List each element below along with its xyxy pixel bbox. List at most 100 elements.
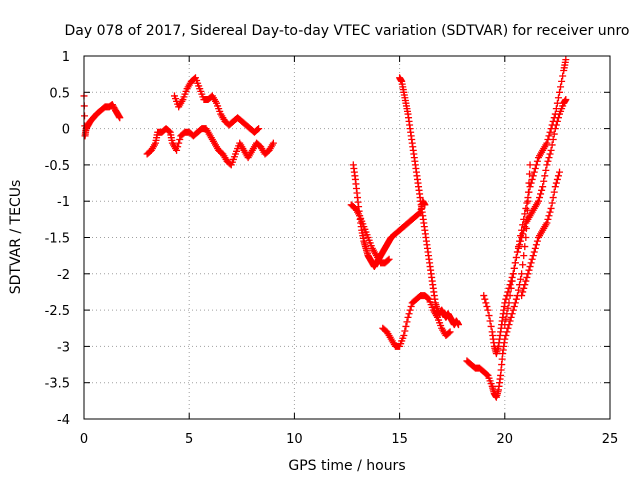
series-arc1 (80, 92, 124, 140)
data-point (549, 135, 557, 143)
data-point (548, 199, 556, 207)
data-point (543, 219, 551, 227)
data-point (525, 188, 533, 196)
series-arc10 (501, 96, 570, 329)
data-point (483, 302, 491, 310)
data-point (543, 139, 551, 147)
data-point (403, 318, 411, 326)
data-point (533, 157, 541, 165)
data-point (523, 199, 531, 207)
data-point (562, 56, 570, 64)
data-point (526, 161, 534, 169)
y-tick-label: 0.5 (49, 86, 70, 101)
y-tick-label: -2 (57, 268, 70, 283)
data-point (552, 121, 560, 129)
data-point (536, 194, 544, 202)
data-point (384, 256, 392, 264)
data-point (530, 248, 538, 256)
data-point (533, 237, 541, 245)
x-tick-label: 10 (286, 432, 303, 447)
series-arc2 (143, 125, 277, 169)
y-tick-label: -1.5 (45, 232, 70, 247)
data-point (521, 210, 529, 218)
data-point (521, 243, 529, 251)
data-point (554, 94, 562, 102)
data-point (548, 141, 556, 149)
data-point (517, 237, 525, 245)
x-tick-label: 15 (391, 432, 408, 447)
y-tick-label: -2.5 (45, 304, 70, 319)
data-point (559, 72, 567, 80)
series-arc11 (518, 168, 564, 300)
data-point (405, 310, 413, 318)
x-tick-labels: 0 5 10 15 20 25 (80, 432, 618, 447)
chart-title: Day 078 of 2017, Sidereal Day-to-day VTE… (65, 23, 630, 39)
data-point (526, 183, 534, 191)
grid-lines (83, 55, 611, 420)
data-point (528, 255, 536, 263)
data-point (545, 212, 553, 220)
data-point (557, 83, 565, 91)
series-arc4 (349, 161, 429, 271)
data-point (501, 321, 509, 329)
y-tick-label: 0 (62, 123, 70, 138)
data-point (254, 126, 262, 134)
data-point (483, 371, 491, 379)
x-tick-label: 5 (185, 432, 193, 447)
data-point (506, 317, 514, 325)
data-point (526, 263, 534, 271)
data-point (518, 270, 526, 278)
data-point (406, 306, 414, 314)
data-point (520, 284, 528, 292)
data-point (514, 244, 522, 252)
data-point (524, 194, 532, 202)
data-point (455, 321, 463, 329)
y-tick-label: -4 (57, 413, 70, 428)
data-point (521, 281, 529, 289)
y-axis-label: SDTVAR / TECUs (8, 180, 24, 295)
series-arc7 (379, 292, 454, 350)
data-point (508, 277, 516, 285)
data-point (517, 275, 525, 283)
data-point (174, 143, 182, 151)
plot-frame (83, 55, 611, 420)
data-point (446, 328, 454, 336)
data-point (532, 241, 540, 249)
data-point (173, 146, 181, 154)
x-axis-label: GPS time / hours (288, 458, 405, 474)
data-point (556, 168, 564, 176)
data-point (547, 204, 555, 212)
data-point (518, 292, 526, 300)
data-point (504, 304, 512, 312)
series-arc5 (347, 201, 393, 267)
data-point (558, 77, 566, 85)
data-point (543, 161, 551, 169)
data-point (529, 252, 537, 260)
data-point (503, 328, 511, 336)
data-point (504, 288, 512, 296)
x-tick-label: 25 (602, 432, 619, 447)
data-point (509, 306, 517, 314)
y-tick-label: -3 (57, 340, 70, 355)
data-point (506, 292, 514, 300)
data-point (530, 168, 538, 176)
x-tick-label: 20 (497, 432, 514, 447)
data-points (80, 56, 570, 401)
data-point (507, 313, 515, 321)
data-point (502, 295, 510, 303)
y-tick-labels: 1 0.5 0 -0.5 -1 -1.5 -2 -2.5 -3 -3.5 -4 (45, 50, 70, 428)
data-point (445, 329, 453, 337)
data-point (553, 175, 561, 183)
data-point (519, 261, 527, 269)
data-point (551, 125, 559, 133)
data-point (512, 295, 520, 303)
data-point (531, 165, 539, 173)
data-point (505, 299, 513, 307)
data-point (551, 183, 559, 191)
data-point (554, 114, 562, 122)
data-point (529, 172, 537, 180)
data-point (550, 188, 558, 196)
data-point (546, 150, 554, 158)
data-point (521, 223, 529, 231)
